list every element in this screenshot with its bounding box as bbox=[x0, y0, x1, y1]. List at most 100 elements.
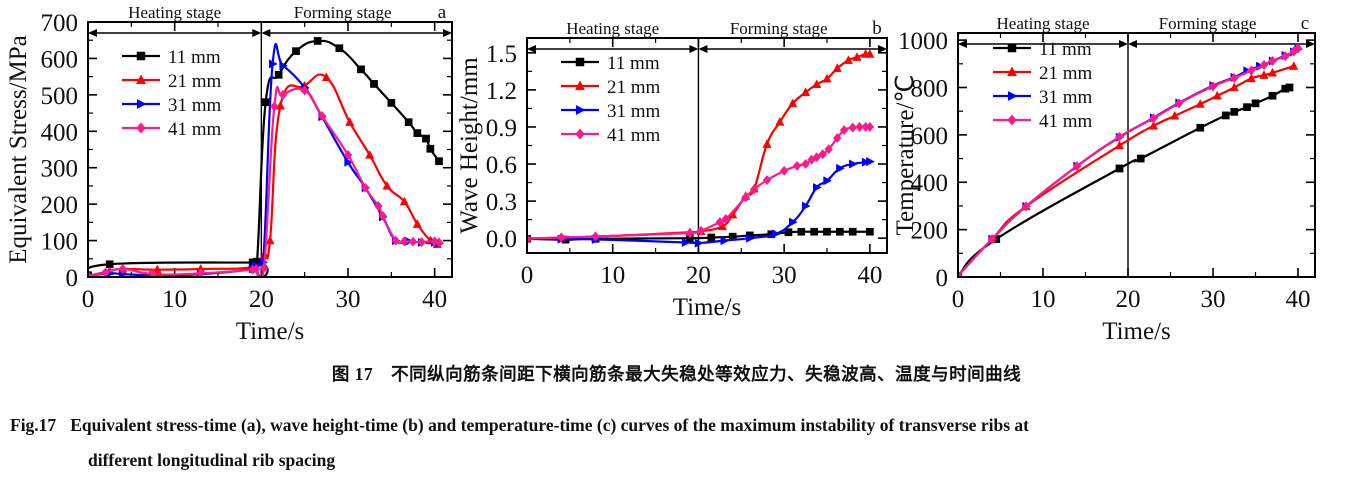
forming-stage-label: Forming stage bbox=[730, 19, 828, 38]
series-marker-31-mm bbox=[801, 201, 811, 211]
series-marker-11-mm bbox=[1115, 164, 1124, 173]
series-marker-41-mm bbox=[1208, 81, 1218, 92]
legend-marker-diamond-icon bbox=[575, 128, 585, 140]
caption-chinese: 图 17 不同纵向筋条间距下横向筋条最大失稳处等效应力、失稳波高、温度与时间曲线 bbox=[331, 364, 1022, 384]
legend-marker-triangle-up-icon bbox=[135, 74, 147, 85]
series-marker-11-mm bbox=[823, 227, 831, 236]
chart-a: 0 100 200 300 400 500 600 700 0 10 20 30 40 Heating s… bbox=[5, 2, 453, 340]
series-marker-11-mm bbox=[422, 134, 430, 143]
legend-label: 31 mm bbox=[168, 95, 222, 116]
series-marker-31-mm bbox=[344, 157, 354, 167]
y-tick-label: 400 bbox=[41, 119, 79, 146]
series-marker-21-mm bbox=[412, 219, 422, 228]
series-marker-31-mm bbox=[789, 217, 798, 227]
series-marker-21-mm bbox=[1195, 99, 1205, 108]
series-marker-21-mm bbox=[1148, 120, 1159, 130]
series-marker-41-mm bbox=[400, 236, 409, 247]
series-marker-11-mm bbox=[274, 70, 283, 79]
heating-stage-arrow-head-right bbox=[252, 29, 262, 37]
series-marker-41-mm bbox=[1293, 43, 1303, 54]
series-line-11-mm bbox=[89, 39, 440, 276]
series-marker-11-mm bbox=[810, 227, 818, 236]
series-marker-31-mm bbox=[746, 233, 755, 243]
legend-label: 11 mm bbox=[168, 47, 221, 68]
series-marker-21-mm bbox=[345, 117, 355, 126]
series-marker-41-mm bbox=[1259, 59, 1269, 71]
series-marker-21-mm bbox=[152, 264, 162, 274]
legend-marker-square-icon bbox=[136, 51, 146, 61]
y-tick-label: 700 bbox=[41, 10, 79, 37]
series-marker-21-mm bbox=[812, 79, 822, 89]
y-tick-label: 100 bbox=[41, 229, 79, 256]
series-marker-11-mm bbox=[370, 80, 378, 88]
heating-stage-arrow-head-right bbox=[1119, 40, 1128, 48]
series-marker-11-mm bbox=[1196, 123, 1205, 132]
series-marker-21-mm bbox=[1212, 90, 1222, 100]
series-marker-41-mm bbox=[101, 267, 110, 276]
panel-letter-c: c bbox=[1301, 13, 1309, 34]
legend-a: 11 mm 21 mm 31 mm 41 mm bbox=[122, 47, 222, 140]
series-marker-41-mm bbox=[721, 213, 731, 225]
series-marker-41-mm bbox=[818, 149, 828, 160]
legend-label: 21 mm bbox=[1039, 63, 1093, 84]
series-marker-11-mm bbox=[1136, 154, 1145, 163]
series-marker-41-mm bbox=[1149, 113, 1158, 124]
series-marker-41-mm bbox=[749, 184, 759, 195]
heating-stage-label: Heating stage bbox=[566, 19, 659, 38]
caption-english: Fig.17 Equivalent stress-time (a), wave h… bbox=[0, 408, 1353, 478]
series-marker-41-mm bbox=[959, 271, 963, 276]
series-marker-41-mm bbox=[408, 236, 418, 247]
legend-marker-triangle-up-icon bbox=[1006, 66, 1018, 77]
y-tick-label: 200 bbox=[41, 192, 79, 219]
series-marker-21-mm bbox=[852, 52, 862, 61]
y-tick-label: 800 bbox=[911, 75, 949, 102]
series-marker-31-mm bbox=[823, 176, 833, 186]
series-marker-41-mm bbox=[278, 89, 288, 100]
series-marker-21-mm bbox=[1259, 70, 1269, 79]
legend-label: 21 mm bbox=[168, 71, 222, 92]
series-marker-41-mm bbox=[1246, 65, 1256, 76]
y-tick-label: 600 bbox=[41, 46, 79, 73]
panel-letter-b: b bbox=[872, 18, 882, 39]
series-marker-41-mm bbox=[317, 110, 327, 122]
x-axis-title: Time/s bbox=[1102, 318, 1171, 340]
series-marker-11-mm bbox=[707, 233, 716, 242]
forming-stage-arrow-head-right bbox=[443, 29, 452, 37]
series-marker-21-mm bbox=[399, 196, 409, 206]
series-marker-41-mm bbox=[270, 101, 279, 112]
series-marker-41-mm bbox=[839, 124, 849, 136]
series-marker-41-mm bbox=[259, 262, 269, 273]
series-marker-41-mm bbox=[251, 263, 261, 275]
series-marker-41-mm bbox=[762, 175, 772, 186]
y-tick-label: 0.0 bbox=[486, 226, 517, 253]
forming-stage-arrow-head-right bbox=[878, 45, 887, 53]
series-group bbox=[89, 37, 445, 276]
series-marker-41-mm bbox=[741, 192, 750, 203]
series-marker-11-mm bbox=[784, 228, 793, 237]
heating-stage-arrow-head-right bbox=[689, 45, 699, 53]
series-marker-21-mm bbox=[321, 72, 331, 82]
legend-label: 31 mm bbox=[1039, 87, 1093, 108]
legend-marker-diamond-icon bbox=[136, 122, 146, 134]
forming-stage-arrow-head-right bbox=[1306, 40, 1315, 48]
series-marker-31-mm bbox=[681, 237, 691, 248]
chart-panel-b: 0.0 0.3 0.6 0.9 1.2 1.5 0 10 20 30 40 Heating stage… bbox=[455, 0, 905, 340]
series-marker-41-mm bbox=[792, 160, 802, 171]
series-marker-41-mm bbox=[374, 200, 383, 212]
x-tick-label: 40 bbox=[1286, 286, 1311, 313]
legend-marker-square-icon bbox=[575, 57, 585, 67]
series-marker-11-mm bbox=[387, 99, 396, 107]
y-tick-label: 0.9 bbox=[486, 115, 517, 142]
y-axis-title: Temperature/℃ bbox=[893, 75, 919, 236]
chart-panel-a: 0 100 200 300 400 500 600 700 0 10 20 30 40 Heating s… bbox=[0, 0, 460, 340]
series-marker-11-mm bbox=[335, 44, 344, 53]
y-tick-label: 0 bbox=[66, 265, 79, 292]
series-marker-21-mm bbox=[822, 73, 832, 83]
x-tick-label: 30 bbox=[772, 262, 797, 289]
caption-english-line1: Equivalent stress-time (a), wave height-… bbox=[70, 415, 1029, 435]
series-marker-21-mm bbox=[1114, 140, 1125, 150]
series-marker-31-mm bbox=[771, 229, 781, 239]
series-marker-21-mm bbox=[1170, 110, 1180, 120]
series-marker-41-mm bbox=[89, 272, 93, 276]
